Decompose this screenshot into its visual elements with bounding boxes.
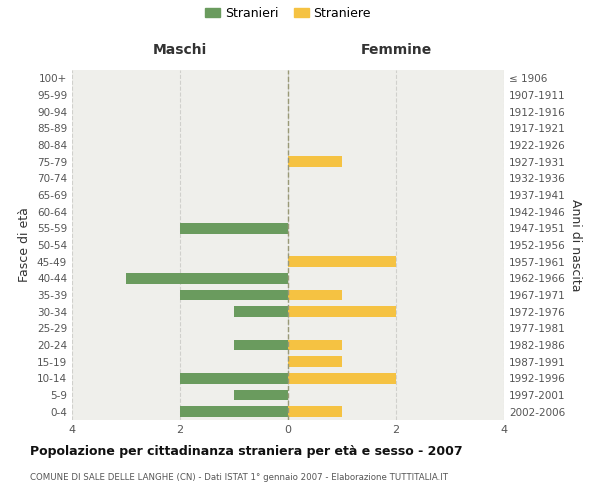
- Bar: [288, 306, 396, 317]
- Bar: [288, 156, 342, 167]
- Text: COMUNE DI SALE DELLE LANGHE (CN) - Dati ISTAT 1° gennaio 2007 - Elaborazione TUT: COMUNE DI SALE DELLE LANGHE (CN) - Dati …: [30, 472, 448, 482]
- Bar: [126, 273, 288, 284]
- Bar: [180, 290, 288, 300]
- Legend: Stranieri, Straniere: Stranieri, Straniere: [200, 2, 376, 25]
- Bar: [180, 373, 288, 384]
- Bar: [180, 406, 288, 417]
- Bar: [288, 373, 396, 384]
- Bar: [234, 390, 288, 400]
- Y-axis label: Fasce di età: Fasce di età: [19, 208, 31, 282]
- Bar: [288, 406, 342, 417]
- Bar: [288, 256, 396, 267]
- Y-axis label: Anni di nascita: Anni di nascita: [569, 198, 582, 291]
- Bar: [180, 223, 288, 234]
- Text: Maschi: Maschi: [153, 44, 207, 58]
- Bar: [234, 306, 288, 317]
- Bar: [234, 340, 288, 350]
- Bar: [288, 356, 342, 367]
- Bar: [288, 290, 342, 300]
- Text: Popolazione per cittadinanza straniera per età e sesso - 2007: Popolazione per cittadinanza straniera p…: [30, 445, 463, 458]
- Bar: [288, 340, 342, 350]
- Text: Femmine: Femmine: [361, 44, 431, 58]
